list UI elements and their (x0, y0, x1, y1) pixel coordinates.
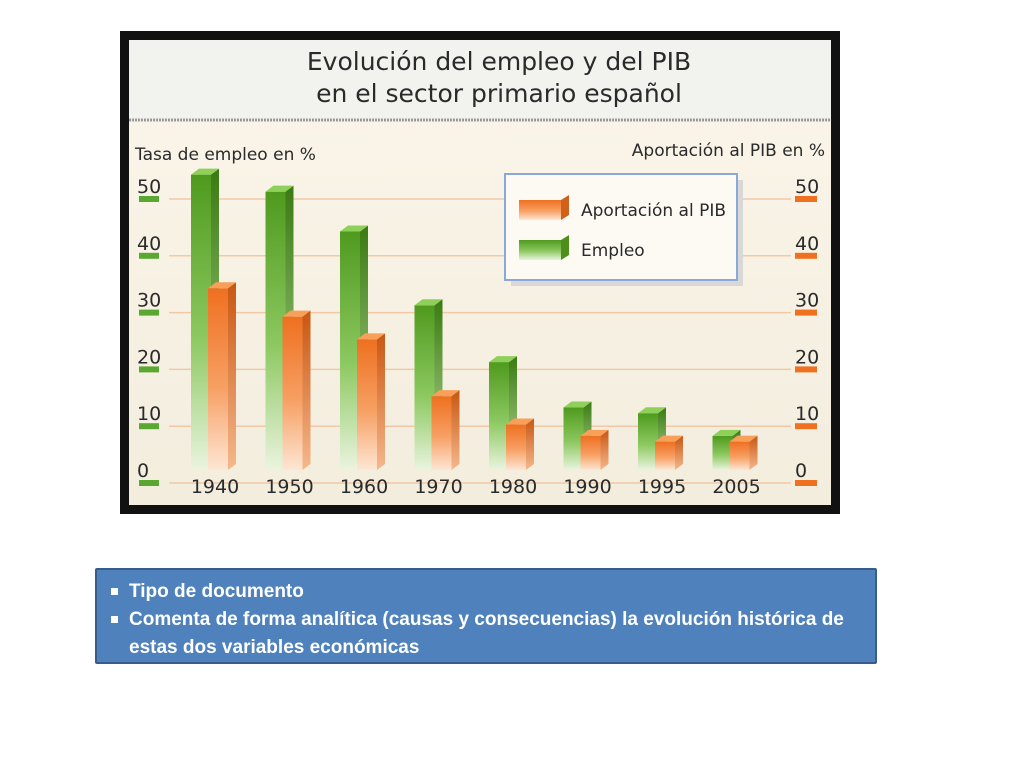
right-tick-marker (795, 309, 817, 316)
bar-pib (506, 418, 534, 470)
right-tick-label: 10 (795, 403, 819, 425)
legend-label-empleo: Empleo (581, 241, 645, 261)
left-tick-label: 10 (137, 403, 161, 425)
chart-frame: Evolución del empleo y del PIB en el sec… (120, 31, 840, 514)
question-list: Tipo de documento Comenta de forma analí… (97, 570, 875, 662)
left-tick-label: 30 (137, 290, 161, 312)
right-tick-marker (795, 252, 817, 259)
y-axis-right-label: Aportación al PIB en % (632, 141, 825, 161)
x-tick-label: 1990 (563, 476, 611, 498)
x-tick-label: 1950 (265, 476, 313, 498)
left-tick-marker (139, 480, 159, 486)
right-tick-label: 20 (795, 346, 819, 368)
right-tick-label: 0 (795, 460, 807, 482)
text-box: Tipo de documento Comenta de forma analí… (95, 568, 877, 664)
chart: Evolución del empleo y del PIB en el sec… (129, 40, 831, 505)
right-tick-label: 40 (795, 233, 819, 255)
x-tick-label: 1960 (340, 476, 388, 498)
x-tick-label: 1940 (191, 476, 239, 498)
bar-pib (357, 333, 385, 470)
right-tick-marker (795, 480, 817, 486)
chart-title-line-1: Evolución del empleo y del PIB (307, 47, 691, 76)
legend-label-pib: Aportación al PIB (581, 201, 726, 221)
question-item-1: Tipo de documento (111, 578, 859, 606)
right-tick-marker (795, 423, 817, 430)
bar-pib (282, 310, 311, 470)
x-tick-label: 1995 (638, 476, 686, 498)
right-tick-marker (795, 366, 817, 373)
chart-title-line-2: en el sector primario español (316, 79, 682, 108)
left-tick-label: 0 (137, 460, 149, 482)
left-tick-marker (139, 366, 159, 373)
legend-box (504, 173, 738, 281)
right-tick-label: 30 (795, 290, 819, 312)
question-item-2: Comenta de forma analítica (causas y con… (111, 606, 859, 662)
right-tick-marker (795, 196, 817, 202)
x-tick-label: 1980 (489, 476, 537, 498)
bar-pib (655, 435, 683, 470)
legend-swatch-empleo (519, 240, 561, 260)
legend-swatch-pib (519, 200, 561, 220)
x-tick-label: 1970 (414, 476, 462, 498)
left-tick-marker (139, 196, 159, 202)
left-tick-marker (139, 252, 159, 259)
y-axis-left-label: Tasa de empleo en % (134, 145, 316, 165)
left-tick-marker (139, 309, 159, 316)
x-tick-label: 2005 (712, 476, 760, 498)
right-tick-label: 50 (795, 176, 819, 198)
left-tick-label: 20 (137, 346, 161, 368)
bar-pib (208, 282, 236, 470)
bar-pib (431, 390, 460, 470)
bar-pib (729, 435, 758, 470)
left-tick-label: 50 (137, 176, 161, 198)
bar-pib (580, 429, 609, 470)
left-tick-label: 40 (137, 233, 161, 255)
left-tick-marker (139, 423, 159, 430)
